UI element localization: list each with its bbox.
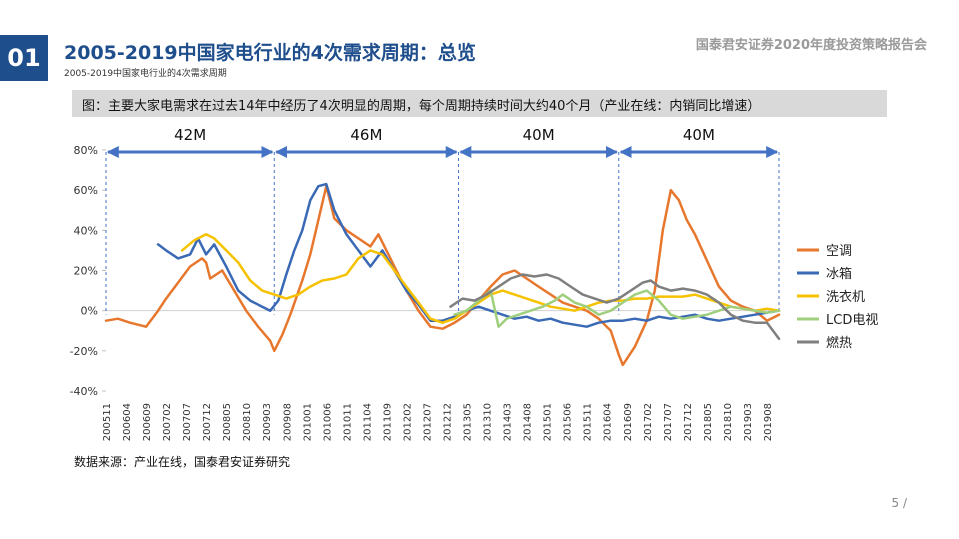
report-name: 国泰君安证券2020年度投资策略报告会 bbox=[695, 38, 927, 53]
x-tick-label: 200805 bbox=[222, 403, 233, 441]
cycle-duration-label: 46M bbox=[350, 126, 382, 144]
x-tick-label: 201011 bbox=[342, 403, 353, 441]
x-tick-label: 201903 bbox=[743, 403, 754, 441]
x-tick-label: 201104 bbox=[362, 403, 373, 441]
x-tick-label: 201506 bbox=[563, 403, 574, 441]
series-line-燃热 bbox=[449, 273, 781, 341]
chart-caption: 图：主要大家电需求在过去14年中经历了4次明显的周期，每个周期持续时间大约40个… bbox=[82, 99, 761, 114]
x-tick-label: 201501 bbox=[543, 403, 554, 441]
y-tick-label: 60% bbox=[74, 184, 98, 197]
x-tick-label: 201408 bbox=[523, 403, 534, 441]
x-tick-label: 200908 bbox=[282, 403, 293, 441]
x-tick-label: 200609 bbox=[142, 403, 153, 441]
x-tick-label: 200712 bbox=[202, 403, 213, 441]
x-tick-label: 201001 bbox=[302, 403, 313, 441]
legend-entry: 燃热 bbox=[826, 335, 852, 351]
y-tick-label: 80% bbox=[74, 144, 98, 157]
slide-title: 2005-2019中国家电行业的4次需求周期：总览 bbox=[64, 42, 476, 64]
y-tick-label: 0% bbox=[81, 305, 98, 318]
y-tick-label: 40% bbox=[74, 224, 98, 237]
series-line-空调 bbox=[104, 184, 781, 367]
x-tick-label: 201305 bbox=[463, 403, 474, 441]
x-tick-label: 201403 bbox=[503, 403, 514, 441]
x-tick-label: 200511 bbox=[102, 403, 113, 441]
x-tick-label: 200810 bbox=[242, 403, 253, 441]
chart-caption-bar: 图：主要大家电需求在过去14年中经历了4次明显的周期，每个周期持续时间大约40个… bbox=[72, 90, 887, 117]
x-tick-label: 201707 bbox=[663, 403, 674, 441]
page-number: 5 / bbox=[891, 496, 908, 510]
x-tick-label: 201212 bbox=[443, 403, 454, 441]
x-tick-label: 201805 bbox=[703, 403, 714, 441]
x-tick-label: 200707 bbox=[182, 403, 193, 441]
legend-entry: 洗衣机 bbox=[826, 289, 865, 305]
y-tick-label: -20% bbox=[70, 345, 98, 358]
x-tick-label: 201207 bbox=[422, 403, 433, 441]
series-line-冰箱 bbox=[156, 182, 781, 328]
slide-subtitle: 2005-2019中国家电行业的4次需求周期 bbox=[64, 69, 227, 79]
x-tick-label: 201006 bbox=[322, 403, 333, 441]
x-tick-label: 201202 bbox=[402, 403, 413, 441]
cycle-duration-label: 40M bbox=[683, 126, 715, 144]
section-number-badge: 01 bbox=[0, 35, 48, 81]
x-tick-label: 200702 bbox=[162, 403, 173, 441]
x-tick-label: 201609 bbox=[623, 403, 634, 441]
x-tick-label: 201109 bbox=[382, 403, 393, 441]
legend-entry: LCD电视 bbox=[826, 313, 878, 328]
x-tick-label: 200604 bbox=[122, 403, 133, 441]
series-line-洗衣机 bbox=[180, 233, 781, 324]
legend-entry: 空调 bbox=[826, 244, 852, 259]
x-tick-label: 201908 bbox=[763, 403, 774, 441]
x-tick-label: 201712 bbox=[683, 403, 694, 441]
y-tick-label: -40% bbox=[70, 385, 98, 398]
cycle-duration-label: 42M bbox=[174, 126, 206, 144]
x-tick-label: 201810 bbox=[723, 403, 734, 441]
x-tick-label: 200903 bbox=[262, 403, 273, 441]
x-tick-label: 201511 bbox=[583, 403, 594, 441]
data-source-note: 数据来源：产业在线，国泰君安证券研究 bbox=[74, 455, 291, 469]
x-tick-label: 201604 bbox=[603, 403, 614, 441]
x-tick-label: 201702 bbox=[643, 403, 654, 441]
series-line-LCD电视 bbox=[453, 289, 781, 328]
x-tick-label: 201310 bbox=[483, 403, 494, 441]
y-tick-label: 20% bbox=[74, 265, 98, 278]
legend-entry: 冰箱 bbox=[826, 266, 852, 282]
cycle-duration-label: 40M bbox=[523, 126, 555, 144]
demand-cycle-line-chart: 80% 60% 40% 20% 0% -20% -40% 200511 200604 200609… bbox=[70, 126, 879, 441]
